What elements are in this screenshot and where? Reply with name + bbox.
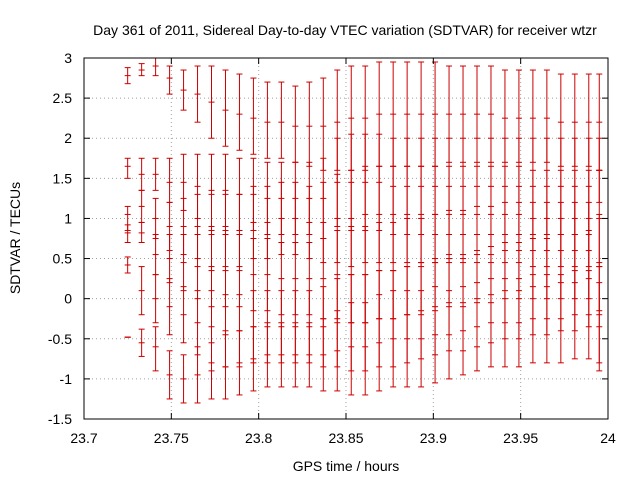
error-bar-point — [152, 326, 159, 372]
error-bar-point — [571, 270, 578, 360]
error-bar-point — [194, 346, 201, 404]
error-bar-point — [236, 73, 243, 151]
axis-ticks — [83, 57, 609, 420]
y-axis-label: SDTVAR / TECUs — [7, 182, 23, 294]
error-bar-point — [529, 274, 536, 364]
error-bar-point — [585, 270, 592, 360]
error-bar-point — [376, 294, 383, 392]
error-bar-point — [292, 322, 299, 388]
y-tick-label: 1 — [64, 210, 72, 226]
error-bar-point — [432, 286, 439, 384]
error-bar-point — [138, 63, 145, 77]
error-bar-point — [152, 274, 159, 324]
y-tick-label: -1.5 — [48, 411, 72, 427]
error-bar-point — [166, 65, 173, 95]
error-bar-point — [138, 221, 145, 244]
error-bar-point — [487, 278, 494, 368]
y-tick-label: 1.5 — [53, 170, 73, 186]
error-bar-point — [138, 266, 145, 316]
y-tick-label: -1 — [60, 371, 73, 387]
error-bar-point — [390, 290, 397, 388]
y-tick-label: 0.5 — [53, 251, 73, 267]
error-bars — [124, 57, 603, 404]
error-bar-point — [166, 350, 173, 400]
error-bar-point — [250, 326, 257, 392]
y-tick-label: 3 — [64, 50, 72, 66]
x-tick-label: 23.8 — [245, 430, 272, 446]
y-tick-label: 2.5 — [53, 90, 73, 106]
error-bar-point — [124, 224, 131, 244]
error-bar-point — [124, 67, 131, 85]
y-tick-label: -0.5 — [48, 331, 72, 347]
error-bar-point — [264, 322, 271, 388]
error-bar-point — [222, 69, 229, 147]
chart-title: Day 361 of 2011, Sidereal Day-to-day VTE… — [93, 22, 597, 38]
error-bar-point — [278, 322, 285, 388]
error-bar-point — [474, 282, 480, 372]
x-tick-label: 23.9 — [420, 430, 447, 446]
error-bar-point — [208, 342, 215, 400]
error-bar-point — [194, 233, 201, 300]
error-bar-point — [278, 81, 285, 159]
error-bar-point — [306, 322, 313, 388]
error-bar-point — [348, 302, 355, 396]
y-tick-label: 2 — [64, 130, 72, 146]
error-bar-point — [152, 157, 159, 191]
error-bar-point — [124, 157, 131, 179]
error-bar-point — [236, 330, 243, 396]
error-bar-point — [418, 290, 425, 388]
x-tick-labels: 23.7 23.75 23.8 23.85 23.9 23.95 24 — [70, 430, 616, 446]
error-bar-point — [180, 286, 187, 344]
error-bar-point — [543, 274, 550, 364]
error-bar-point — [222, 334, 229, 400]
x-axis-label: GPS time / hours — [293, 458, 400, 474]
x-tick-label: 24 — [600, 430, 616, 446]
error-bar-point — [264, 81, 271, 159]
error-bar-point — [460, 286, 467, 376]
error-bar-point — [334, 310, 341, 392]
error-bar-point — [501, 278, 508, 368]
x-tick-label: 23.95 — [503, 430, 538, 446]
error-bar-point — [138, 328, 145, 357]
error-bar-point — [166, 278, 173, 336]
error-bar-point — [208, 65, 215, 139]
error-bar-point — [180, 354, 187, 404]
error-bar-point — [124, 256, 131, 274]
error-bar-point — [446, 290, 453, 380]
error-bar-point — [362, 302, 369, 396]
error-bar-point — [180, 69, 187, 111]
x-tick-label: 23.75 — [154, 430, 189, 446]
x-tick-label: 23.85 — [328, 430, 363, 446]
y-tick-labels: -1.5 -1 -0.5 0 0.5 1 1.5 2 2.5 3 — [48, 50, 72, 427]
error-bar-point — [515, 278, 522, 368]
error-bar-point — [250, 77, 257, 155]
x-tick-label: 23.7 — [70, 430, 97, 446]
error-bar-point — [320, 318, 327, 392]
error-bar-point — [320, 77, 327, 171]
error-bar-point — [404, 290, 411, 388]
error-bar-point — [596, 282, 603, 372]
y-tick-label: 0 — [64, 291, 72, 307]
error-bar-point — [557, 274, 564, 364]
error-bar-point — [194, 65, 201, 123]
